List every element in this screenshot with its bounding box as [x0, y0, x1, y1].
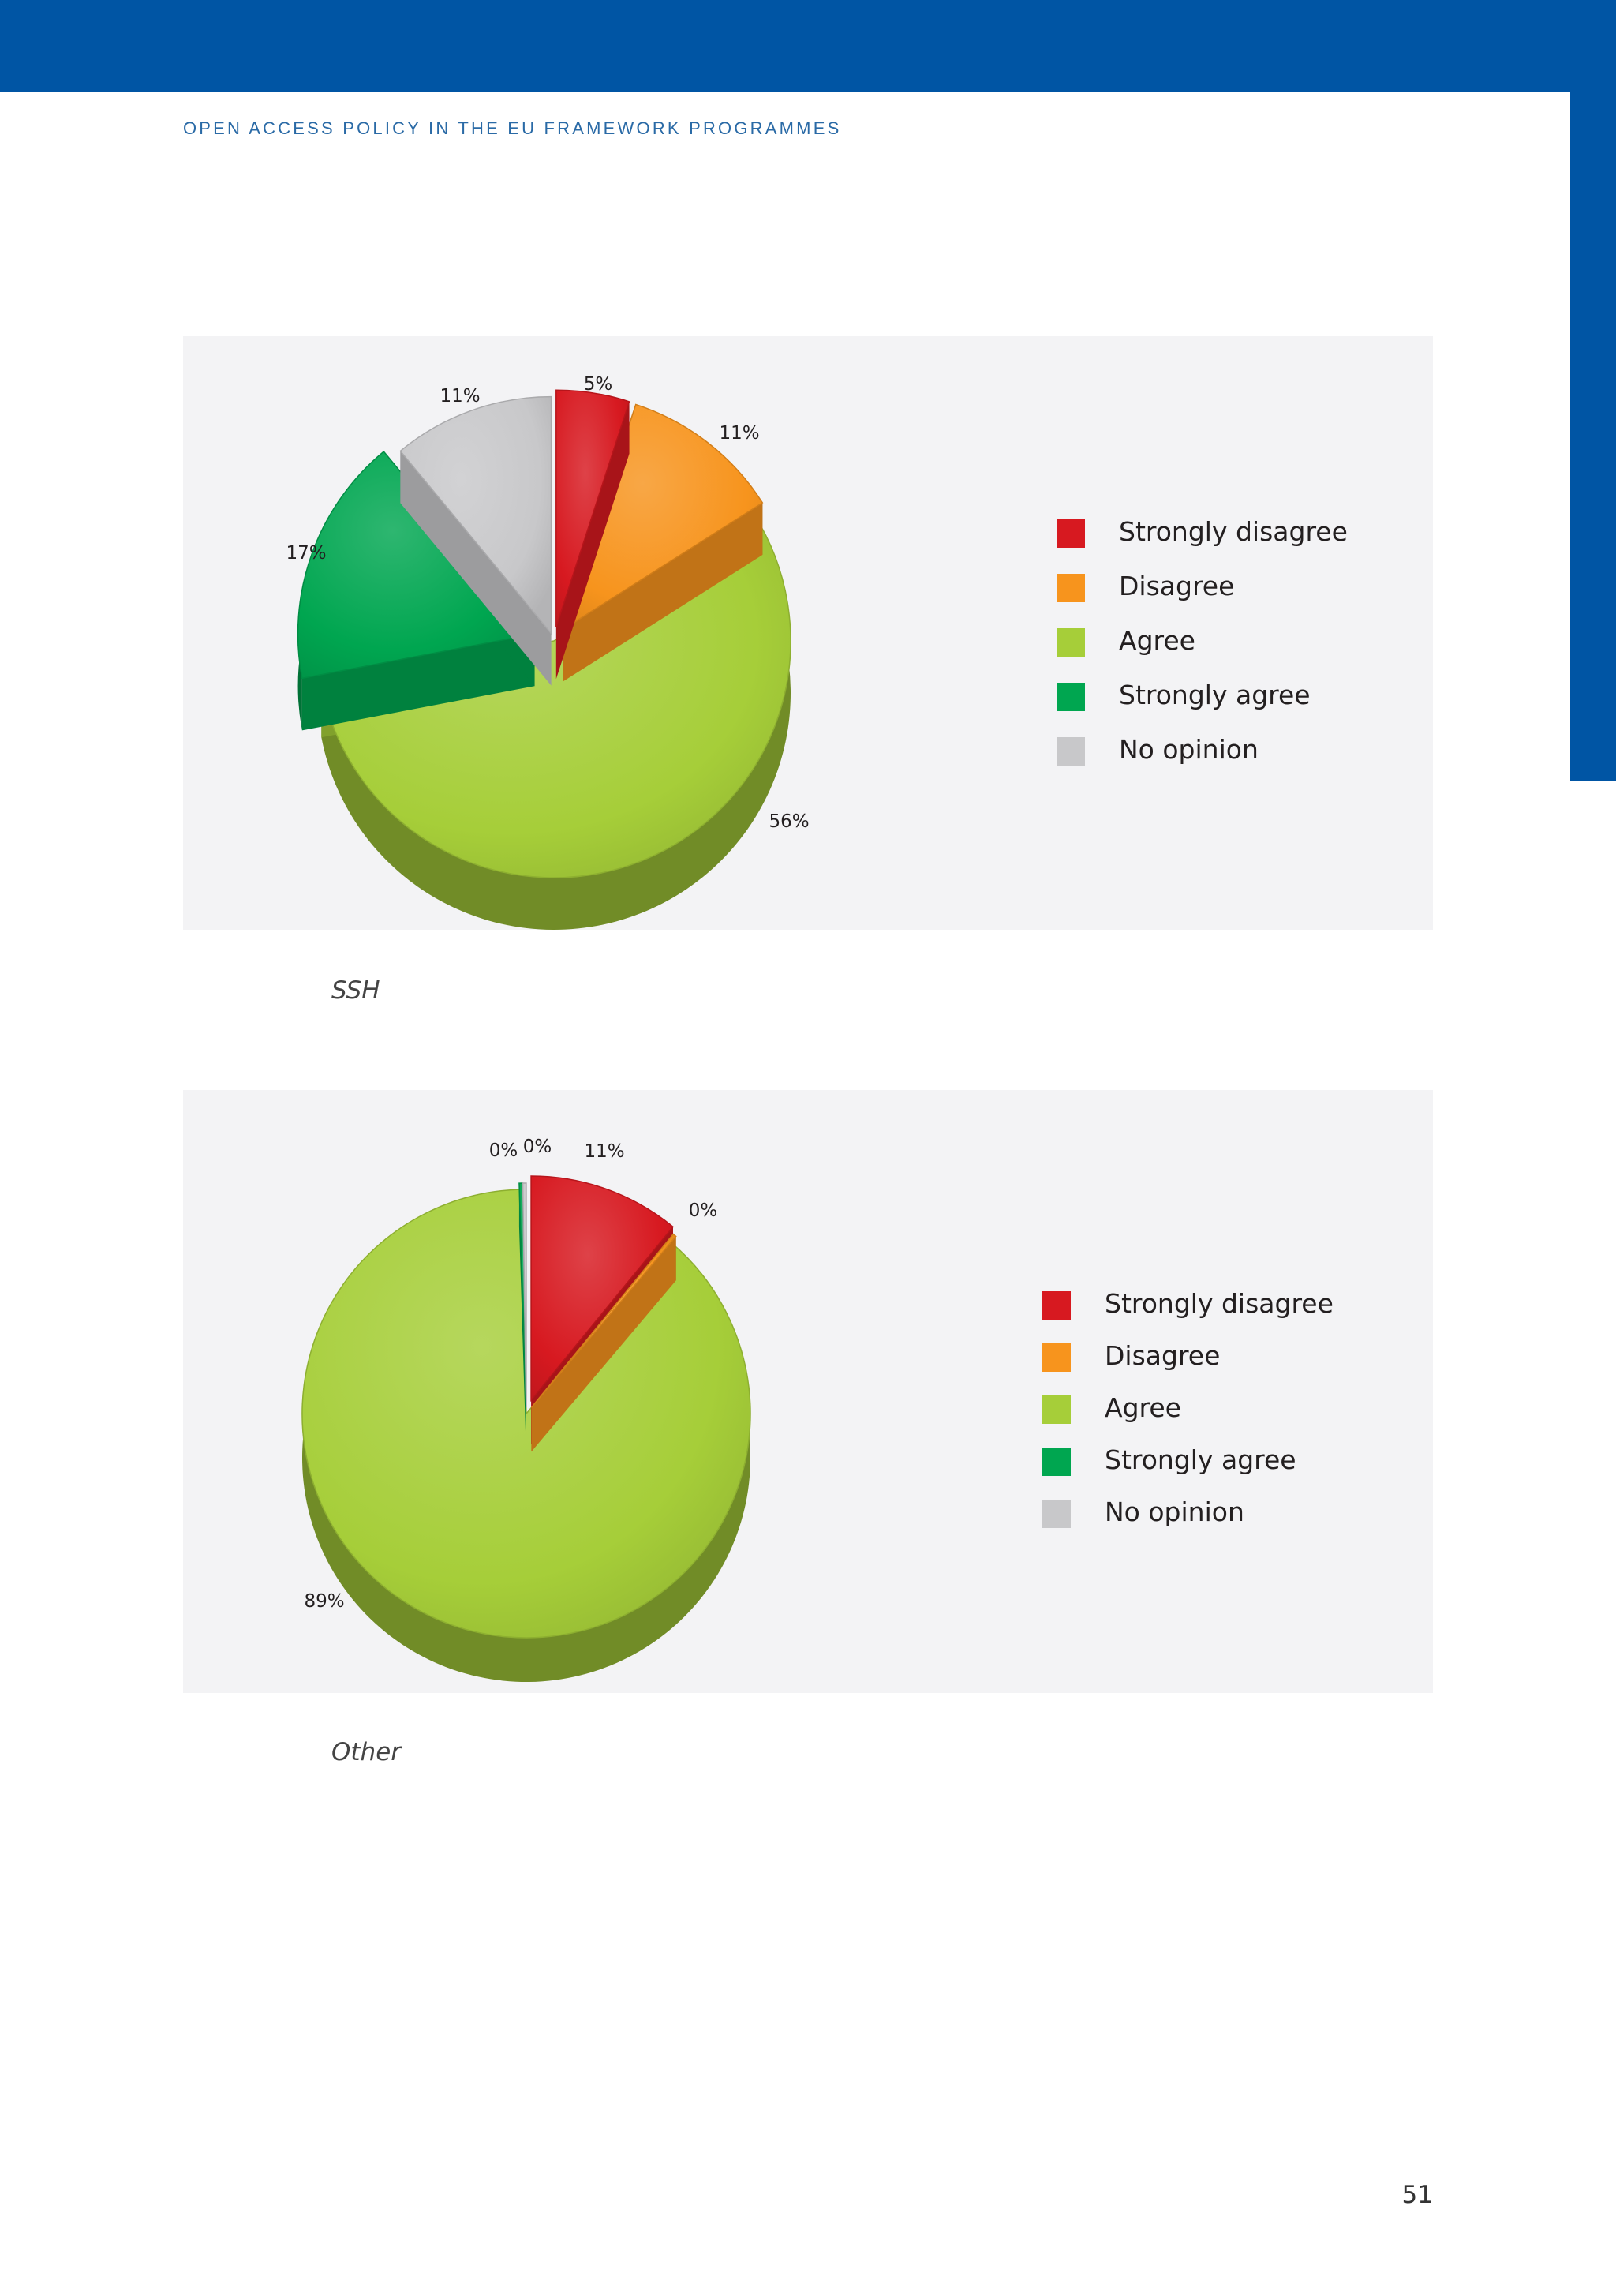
legend-label: No opinion: [1119, 734, 1259, 765]
pie-value-label-agree: 89%: [304, 1591, 344, 1612]
top-banner: [0, 0, 1616, 92]
running-title: OPEN ACCESS POLICY IN THE EU FRAMEWORK P…: [183, 118, 842, 138]
page-number: 51: [1401, 2181, 1433, 2209]
pie-slice-strongly-disagree: [556, 389, 630, 680]
legend-swatch: [1042, 1448, 1071, 1476]
pie-value-label-disagree: 11%: [719, 423, 759, 444]
legend-swatch: [1042, 1395, 1071, 1424]
pie-chart-other: 11%0%89%0% 0%: [301, 1137, 751, 1682]
chart-caption-other: Other: [331, 1738, 402, 1766]
pie-value-label-no-opinion: 0%: [523, 1137, 552, 1157]
legend-label: Disagree: [1105, 1340, 1221, 1371]
legend-swatch: [1042, 1291, 1071, 1320]
pie-value-label-strongly-agree: 17%: [286, 543, 326, 564]
legend-label: Strongly agree: [1105, 1444, 1296, 1475]
pie-value-label-agree: 56%: [769, 811, 809, 832]
legend-label: Strongly disagree: [1105, 1288, 1334, 1319]
legend-label: Agree: [1105, 1392, 1181, 1423]
legend-label: No opinion: [1105, 1496, 1244, 1527]
pie-value-label-strongly-disagree: 11%: [584, 1141, 624, 1162]
legend-label: Strongly disagree: [1119, 516, 1348, 547]
pie-value-label-no-opinion: 11%: [440, 386, 480, 406]
legend-label: Agree: [1119, 625, 1195, 656]
pie-slice-no-opinion: [522, 1182, 527, 1452]
legend-label: Disagree: [1119, 571, 1235, 601]
legend-swatch: [1057, 519, 1085, 548]
pie-value-label-disagree: 0%: [689, 1200, 718, 1221]
chart-caption-ssh: SSH: [331, 976, 380, 1005]
side-tab: [1570, 0, 1616, 781]
legend-swatch: [1057, 683, 1085, 711]
pie-slice-no-opinion: [399, 395, 552, 686]
chart-panel-ssh: 5% 11% 56% 17% 11% Strongly disagree Disagre…: [183, 336, 1433, 930]
pie-chart-ssh: 5% 11% 56% 17% 11%: [286, 374, 810, 930]
pie-value-label-strongly-agree: 0%: [489, 1141, 518, 1161]
pie-slice-disagree: [530, 1233, 677, 1452]
legend-swatch: [1057, 737, 1085, 766]
legend-swatch: [1057, 628, 1085, 657]
chart-panel-other: 11% 0% 89% 0% 0% Strongly disagree Disagree …: [183, 1090, 1433, 1693]
legend-swatch: [1042, 1343, 1071, 1372]
legend-swatch: [1057, 574, 1085, 602]
pie-value-label-strongly-disagree: 5%: [584, 374, 613, 395]
legend-swatch: [1042, 1500, 1071, 1528]
legend-label: Strongly agree: [1119, 680, 1311, 710]
